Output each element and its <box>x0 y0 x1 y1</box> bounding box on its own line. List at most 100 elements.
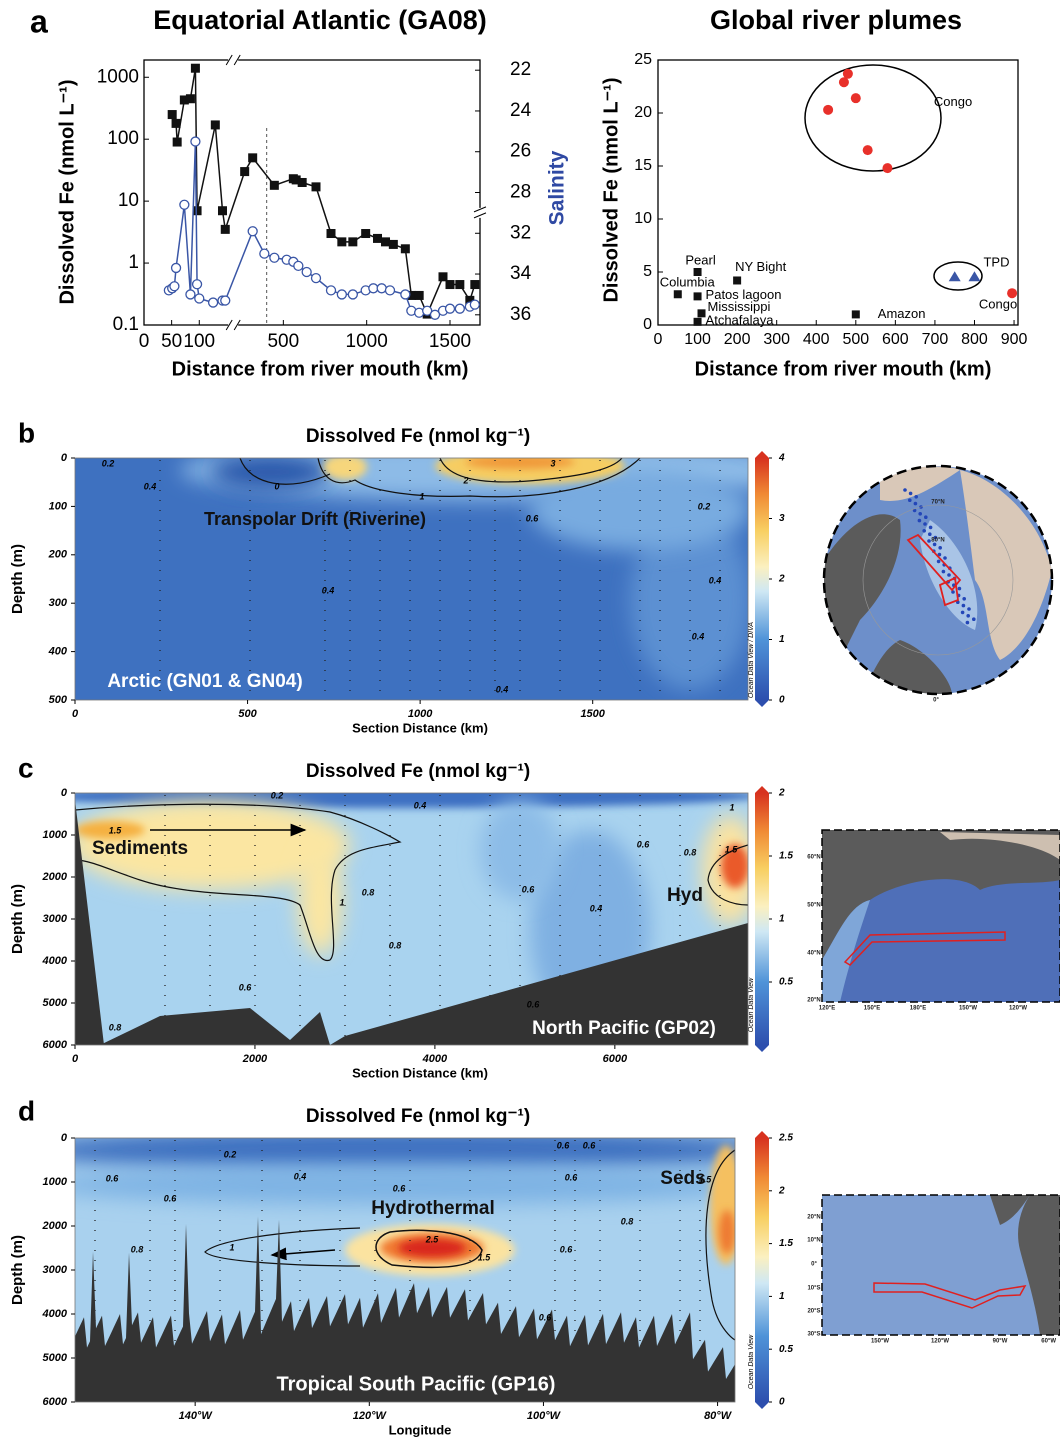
marker <box>429 309 441 320</box>
highlight-ellipse <box>933 261 983 291</box>
annotation: North Pacific (GP02) <box>532 1018 716 1039</box>
marker <box>400 289 411 300</box>
section-field <box>75 793 748 1045</box>
x-tick-label: 400 <box>803 331 830 348</box>
contour-label: 0.2 <box>271 790 284 800</box>
bathymetry <box>75 1145 735 1402</box>
marker <box>1007 288 1018 299</box>
x-tick-label: 50 <box>161 331 182 352</box>
x-tick-label: 500 <box>238 708 257 720</box>
contour-label: 0.8 <box>109 1022 122 1032</box>
marker <box>291 175 301 185</box>
map-label: 10°S <box>807 1286 820 1292</box>
x-tick-label: 2000 <box>242 1053 268 1065</box>
station <box>941 569 946 574</box>
series-line <box>168 141 476 316</box>
contour-label: 0.6 <box>637 839 651 849</box>
contour-label: 2.5 <box>425 1234 440 1244</box>
x-tick-label: 0 <box>72 1053 79 1065</box>
x-tick-label: 1000 <box>346 331 388 352</box>
marker <box>269 252 280 263</box>
x-tick-label: 100 <box>684 331 711 348</box>
point-label: Mississippi <box>708 299 771 314</box>
y-axis-label: Depth (m) <box>9 884 26 954</box>
marker <box>948 271 961 282</box>
map-grid <box>862 504 1014 656</box>
field-shading <box>480 800 560 900</box>
station <box>903 488 907 492</box>
marker <box>220 295 231 306</box>
contour-label: 0.8 <box>621 1216 634 1226</box>
point-label: Columbia <box>660 275 716 290</box>
map-label: 150°W <box>871 1339 889 1345</box>
section-outline <box>906 533 962 607</box>
x-tick-label: 900 <box>1001 331 1028 348</box>
y2-tick-label: 26 <box>510 141 531 162</box>
marker <box>368 283 379 294</box>
field-shading <box>323 458 367 480</box>
contour-label: 0.6 <box>565 1172 579 1182</box>
point-label: Patos lagoon <box>706 287 782 302</box>
field-shading <box>75 800 350 890</box>
x-tick-label: 0 <box>139 331 150 352</box>
x-tick-label: 500 <box>842 331 869 348</box>
contour-label: 0.4 <box>144 481 157 491</box>
chart-title: Global river plumes <box>710 5 962 35</box>
y-tick-label: 6000 <box>43 1396 68 1408</box>
marker <box>455 280 465 290</box>
colorbar-cap <box>755 1045 769 1052</box>
x-tick-label: 0 <box>72 708 79 720</box>
contour-label: 0.8 <box>362 887 375 897</box>
y2-tick-label: 28 <box>510 182 531 203</box>
colorbar-tick-label: 2 <box>778 788 785 799</box>
contour-line <box>705 1149 735 1341</box>
point-label: NY Bight <box>735 259 786 274</box>
contour-label: 0.2 <box>102 458 115 468</box>
station <box>917 518 922 523</box>
contour-label: 0.6 <box>164 1193 178 1203</box>
station <box>943 556 947 560</box>
x-tick-label: 1500 <box>580 708 605 720</box>
colorbar-tick-label: 1 <box>779 634 785 645</box>
marker <box>422 305 433 316</box>
series-line <box>171 68 476 317</box>
map-label: 90°W <box>993 1339 1008 1345</box>
station <box>972 617 976 621</box>
x-tick-label: 140°W <box>179 1410 214 1422</box>
colorbar-tick-label: 1.5 <box>779 1238 793 1249</box>
contour-line <box>707 844 748 906</box>
marker <box>185 289 196 300</box>
x-tick-label: 200 <box>724 331 751 348</box>
contour-line <box>239 458 331 485</box>
y-tick-label: 5000 <box>43 1352 68 1364</box>
marker <box>217 206 227 216</box>
field-shading <box>75 793 748 808</box>
contour-label: 2 <box>462 475 468 485</box>
colorbar-tick-label: 1 <box>779 914 785 925</box>
marker <box>190 136 201 147</box>
map-label: 120°W <box>931 1339 949 1345</box>
contour-label: 0.6 <box>583 1140 597 1150</box>
station <box>965 620 970 625</box>
station <box>966 614 970 618</box>
contour-label: 0.6 <box>557 1140 571 1150</box>
contour-label: 1 <box>419 491 424 501</box>
marker <box>733 276 742 285</box>
arrow <box>270 1247 336 1261</box>
marker <box>293 260 304 272</box>
map-label: 30°S <box>807 1332 820 1338</box>
marker <box>337 237 347 247</box>
map-label: 0° <box>811 1262 817 1268</box>
y-tick-label: 0.1 <box>113 314 139 335</box>
y-tick-label: 100 <box>107 128 139 149</box>
marker <box>373 233 383 243</box>
marker <box>823 104 834 115</box>
y-tick-label: 20 <box>634 104 652 121</box>
map-shelf <box>822 900 870 1002</box>
contour-label: 0 <box>274 481 279 491</box>
field-shading <box>398 1239 466 1257</box>
plot-frame <box>74 457 749 701</box>
y-tick-label: 1000 <box>97 66 139 87</box>
